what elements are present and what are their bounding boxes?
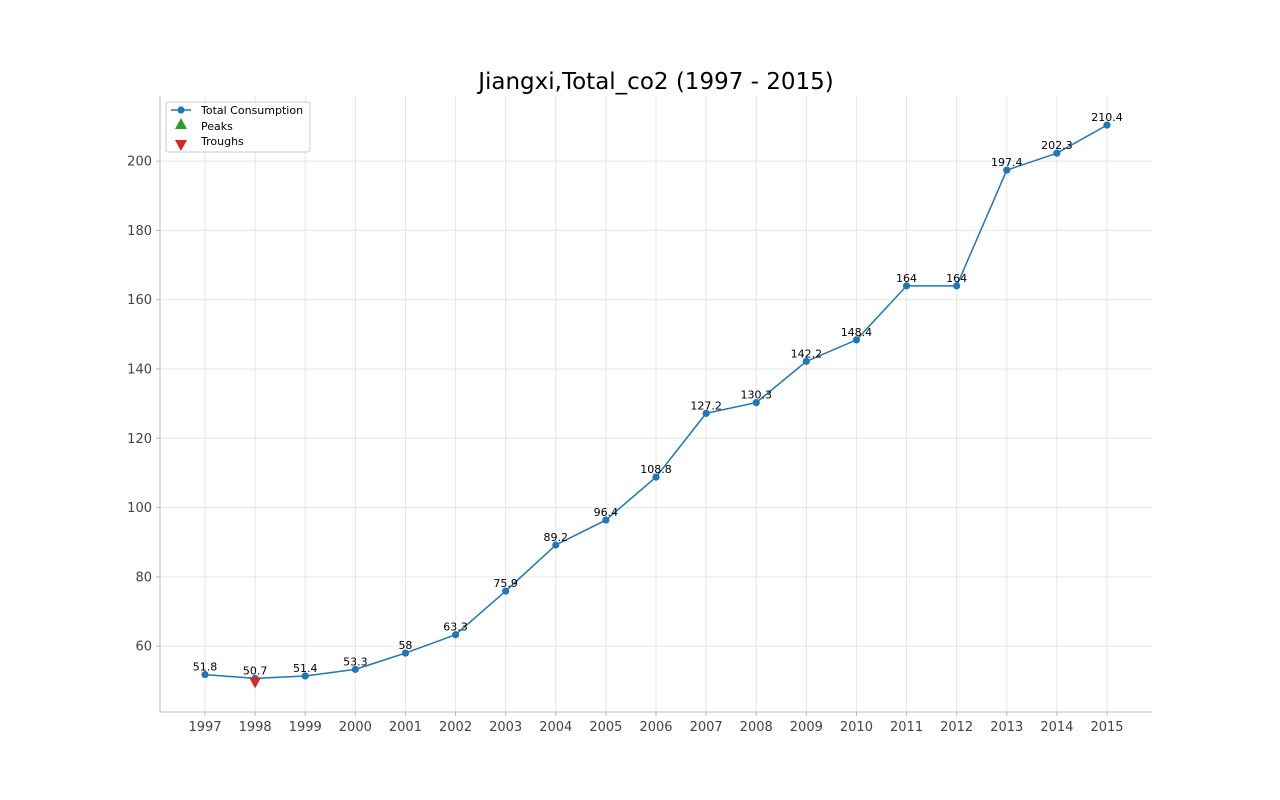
legend-label-troughs: Troughs	[200, 135, 244, 148]
data-label: 202.3	[1041, 139, 1073, 152]
data-point	[852, 336, 861, 344]
x-tick-label: 2015	[1090, 720, 1123, 735]
data-label: 210.4	[1091, 111, 1123, 124]
legend-circle-swatch	[177, 106, 185, 114]
grid	[160, 96, 1152, 712]
y-tick-label: 100	[127, 501, 152, 516]
chart-title: Jiangxi,Total_co2 (1997 - 2015)	[476, 69, 834, 95]
x-tick-label: 2009	[790, 720, 823, 735]
series-layer	[201, 121, 1111, 689]
data-point	[953, 282, 961, 290]
data-label: 127.2	[690, 399, 722, 412]
data-point	[652, 473, 660, 481]
data-label: 96.4	[594, 506, 619, 519]
x-tick-label: 2014	[1040, 720, 1073, 735]
data-point	[1103, 121, 1111, 129]
y-tick-label: 120	[127, 432, 152, 447]
data-point	[702, 409, 710, 417]
data-label: 53.3	[343, 655, 368, 668]
legend: Total Consumption Peaks Troughs	[165, 101, 311, 153]
x-tick-label: 2010	[840, 720, 873, 735]
data-label: 63.3	[443, 621, 468, 634]
trough-marker	[249, 677, 262, 689]
data-point	[902, 282, 911, 290]
data-label: 164	[946, 272, 967, 285]
x-tick-label: 2001	[389, 720, 422, 735]
data-point	[351, 665, 359, 673]
legend-box	[165, 101, 311, 153]
data-point	[301, 672, 309, 680]
data-label: 50.7	[243, 664, 268, 677]
data-point	[1003, 166, 1011, 174]
x-tick-label: 2007	[690, 720, 723, 735]
x-tick-label: 2013	[990, 720, 1023, 735]
x-tick-label: 1999	[289, 720, 322, 735]
legend-peak-swatch	[175, 118, 187, 129]
y-tick-label: 160	[127, 293, 152, 308]
legend-label-total-consumption: Total Consumption	[200, 104, 303, 117]
data-label: 197.4	[991, 156, 1023, 169]
x-tick-label: 2005	[589, 720, 622, 735]
x-tick-label: 2002	[439, 720, 472, 735]
x-tick-label: 2006	[639, 720, 672, 735]
x-tick-label: 2008	[740, 720, 773, 735]
data-point	[451, 631, 460, 639]
data-label: 51.8	[193, 661, 218, 674]
data-label: 142.2	[791, 347, 823, 360]
axes: 1997 1998 1999 2000 2001 2002 2003 2004 2005 2006…	[127, 96, 1152, 735]
legend-trough-swatch	[175, 140, 187, 151]
data-label: 75.9	[493, 577, 518, 590]
data-point	[802, 357, 810, 365]
legend-label-peaks: Peaks	[201, 120, 233, 133]
data-labels: 51.8 50.7 51.4 53.3 58 63.3 75.9 89.2 96.4 108.8 1…	[193, 111, 1123, 677]
data-label: 108.8	[640, 463, 672, 476]
data-point	[201, 670, 209, 679]
y-tick-label: 200	[127, 155, 152, 170]
x-tick-label: 1997	[188, 720, 221, 735]
x-tick-label: 2012	[940, 720, 973, 735]
y-tick-label: 140	[127, 363, 152, 378]
data-point	[602, 516, 610, 524]
data-point	[752, 399, 760, 407]
x-tick-label: 2011	[890, 720, 923, 735]
data-label: 58	[398, 639, 412, 652]
data-label: 51.4	[293, 662, 318, 675]
data-label: 148.4	[841, 326, 873, 339]
y-tick-label: 180	[127, 224, 152, 239]
data-point	[552, 541, 560, 549]
x-tick-label: 2004	[539, 720, 572, 735]
data-label: 164	[896, 272, 917, 285]
data-point	[1053, 149, 1061, 157]
data-point	[502, 587, 510, 595]
data-label: 89.2	[544, 531, 569, 544]
x-tick-label: 2000	[339, 720, 372, 735]
data-label: 130.3	[740, 389, 772, 402]
x-tick-label: 2003	[489, 720, 522, 735]
data-point	[401, 649, 410, 657]
y-tick-label: 60	[135, 640, 152, 655]
x-tick-label: 1998	[239, 720, 272, 735]
y-tick-label: 80	[135, 570, 152, 585]
